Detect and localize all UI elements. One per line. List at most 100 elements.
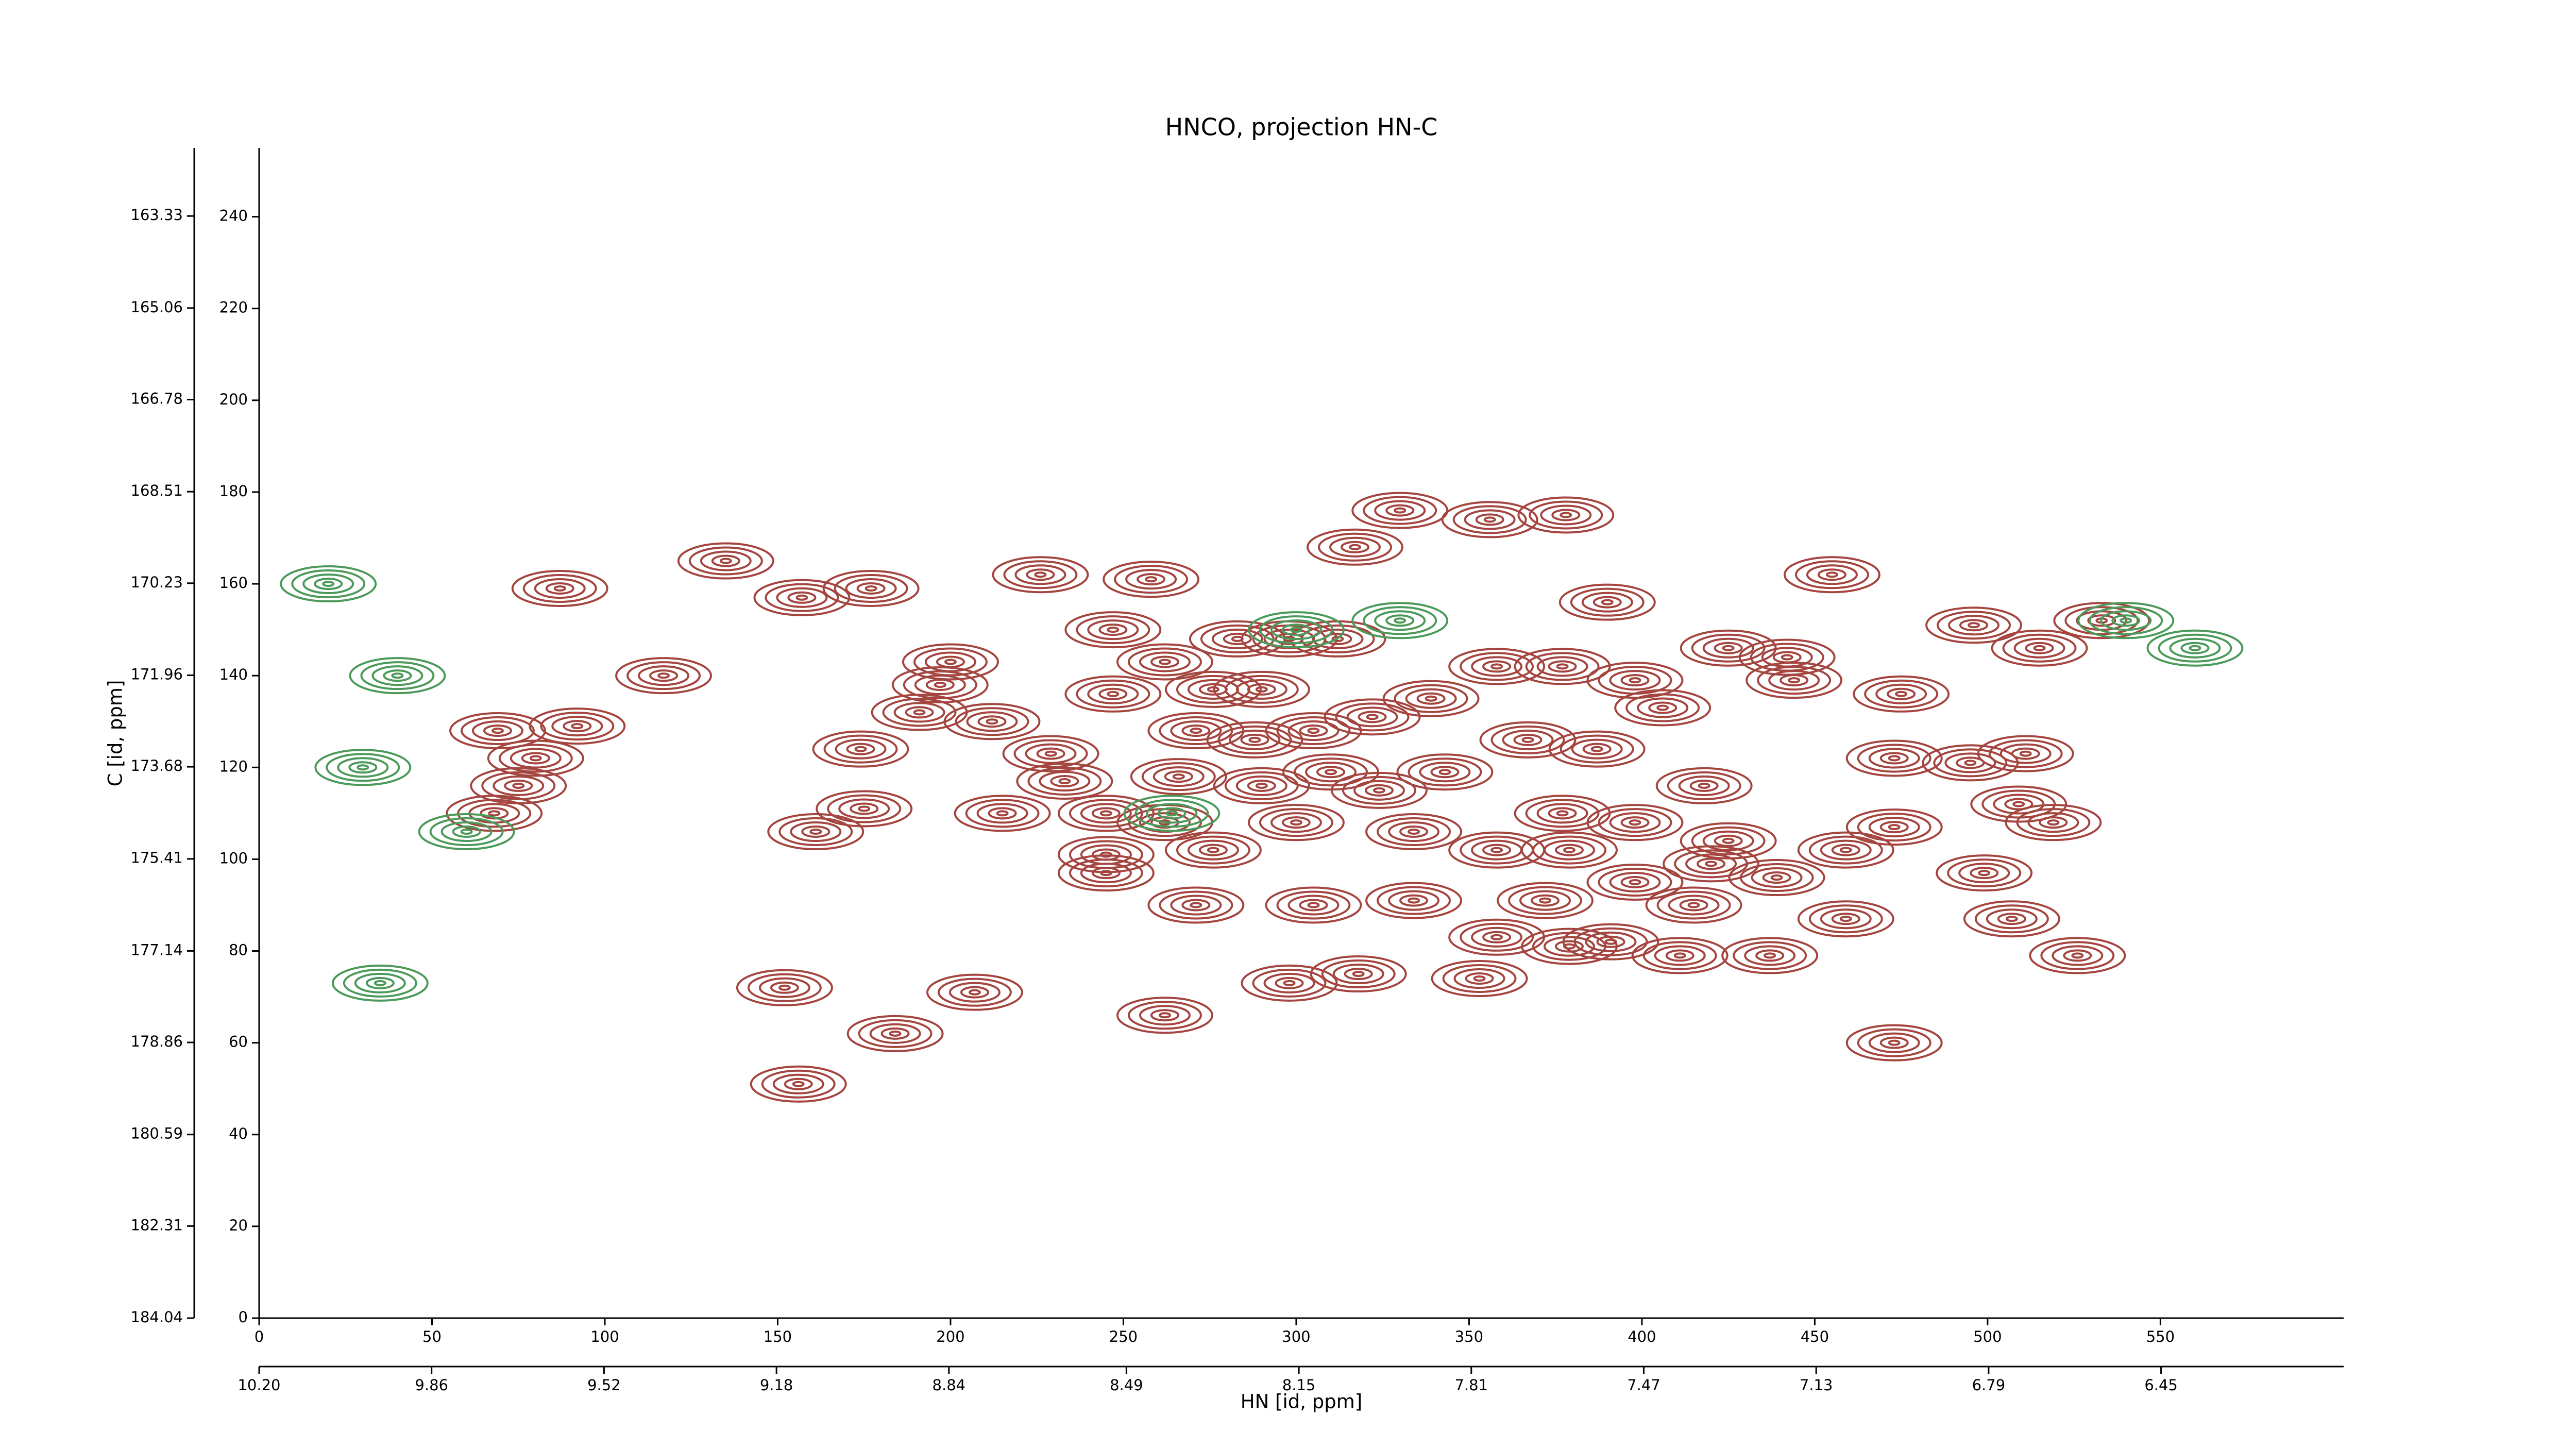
contour-ring — [944, 659, 957, 665]
contour-ring — [1229, 729, 1281, 750]
contour-ring — [1691, 633, 1766, 663]
contour-ring — [1332, 964, 1384, 985]
contour-ring — [1147, 886, 1245, 924]
contour-ring — [1331, 635, 1344, 642]
contour-ring — [460, 716, 535, 746]
contour-ring — [1680, 822, 1777, 860]
contour-ring — [1016, 763, 1113, 800]
contour-ring — [1382, 680, 1480, 717]
peak — [1448, 831, 1546, 869]
contour-ring — [1471, 926, 1523, 948]
contour-ring — [1853, 675, 1950, 713]
contour-ring — [1255, 782, 1268, 789]
peak — [1514, 648, 1611, 685]
contour-ring — [1388, 890, 1440, 911]
contour-ring — [1868, 748, 1920, 769]
peak — [1431, 959, 1528, 997]
contour-ring — [365, 976, 395, 989]
contour-ring — [700, 550, 752, 571]
contour-ring — [845, 578, 897, 599]
contour-ring — [1069, 858, 1143, 888]
contour-ring — [1248, 736, 1261, 743]
contour-ring — [1820, 839, 1872, 861]
contour-ring — [926, 973, 1023, 1011]
contour-ring — [452, 825, 481, 838]
contour-ring — [2077, 602, 2175, 639]
contour-ring — [1944, 752, 1996, 773]
contour-ring — [1525, 652, 1600, 681]
peak — [349, 657, 446, 695]
contour-ring — [302, 574, 354, 595]
contour-ring — [2027, 812, 2079, 833]
contour-ring — [1164, 831, 1262, 869]
peak — [1853, 675, 1950, 713]
contour-ring — [563, 720, 592, 733]
contour-ring — [936, 655, 965, 668]
contour-ring — [1464, 509, 1516, 530]
contour-ring — [677, 542, 774, 580]
contour-ring — [965, 799, 1040, 828]
contour-ring — [977, 715, 1007, 728]
contour-ring — [354, 972, 406, 993]
x-tick-label: 300 — [1282, 1328, 1310, 1345]
contour-ring — [1817, 568, 1846, 581]
contour-ring — [1839, 847, 1852, 853]
contour-ring — [801, 825, 831, 838]
contour-ring — [1198, 683, 1228, 696]
contour-ring — [1374, 610, 1426, 631]
contour-ring — [2040, 941, 2115, 970]
contour-ring — [1497, 882, 1594, 919]
contour-ring — [522, 574, 597, 603]
contour-ring — [834, 574, 908, 603]
contour-ring — [1551, 509, 1581, 521]
y2-tick-label: 165.06 — [131, 298, 183, 316]
contour-ring — [1200, 624, 1275, 653]
peak — [1614, 689, 1711, 727]
x2-tick-label: 6.79 — [1972, 1376, 2006, 1394]
contour-ring — [719, 558, 732, 564]
peak — [1845, 739, 1943, 777]
x-tick-label: 500 — [1973, 1328, 2002, 1345]
contour-ring — [1247, 779, 1276, 792]
contour-ring — [1344, 968, 1373, 981]
contour-ring — [1970, 785, 2067, 823]
peak — [1562, 923, 1659, 961]
contour-ring — [1224, 771, 1299, 800]
peak — [1064, 611, 1162, 649]
contour-ring — [968, 989, 981, 996]
peak — [812, 730, 909, 768]
y-tick-label: 0 — [239, 1308, 248, 1326]
contour-ring — [1757, 666, 1832, 695]
peak — [1002, 735, 1099, 772]
contour-ring — [491, 728, 504, 734]
contour-ring — [1259, 808, 1333, 837]
contour-ring — [2011, 747, 2040, 760]
contour-ring — [1968, 622, 1980, 629]
y2-tick-label: 184.04 — [131, 1308, 183, 1326]
peak — [1330, 771, 1428, 809]
contour-ring — [838, 798, 890, 819]
contour-ring — [2120, 617, 2132, 624]
contour-ring — [1091, 807, 1121, 820]
contour-ring — [2039, 816, 2068, 829]
contour-ring — [1679, 899, 1708, 912]
contour-ring — [1970, 867, 1999, 880]
contour-ring — [649, 669, 679, 682]
contour-ring — [2016, 808, 2091, 837]
contour-ring — [1993, 794, 2045, 815]
contour-ring — [1999, 743, 2052, 764]
contour-ring — [1139, 812, 1191, 833]
contour-ring — [1091, 867, 1121, 880]
contour-ring — [638, 665, 690, 686]
contour-ring — [846, 743, 875, 755]
contour-ring — [2053, 602, 2150, 639]
contour-ring — [954, 795, 1051, 832]
contour-ring — [1556, 663, 1569, 670]
contour-ring — [1170, 720, 1222, 742]
contour-ring — [1342, 776, 1416, 805]
contour-ring — [1875, 683, 1927, 704]
peak — [1265, 886, 1362, 924]
contour-ring — [1548, 807, 1577, 820]
contour-ring — [1281, 624, 1311, 636]
